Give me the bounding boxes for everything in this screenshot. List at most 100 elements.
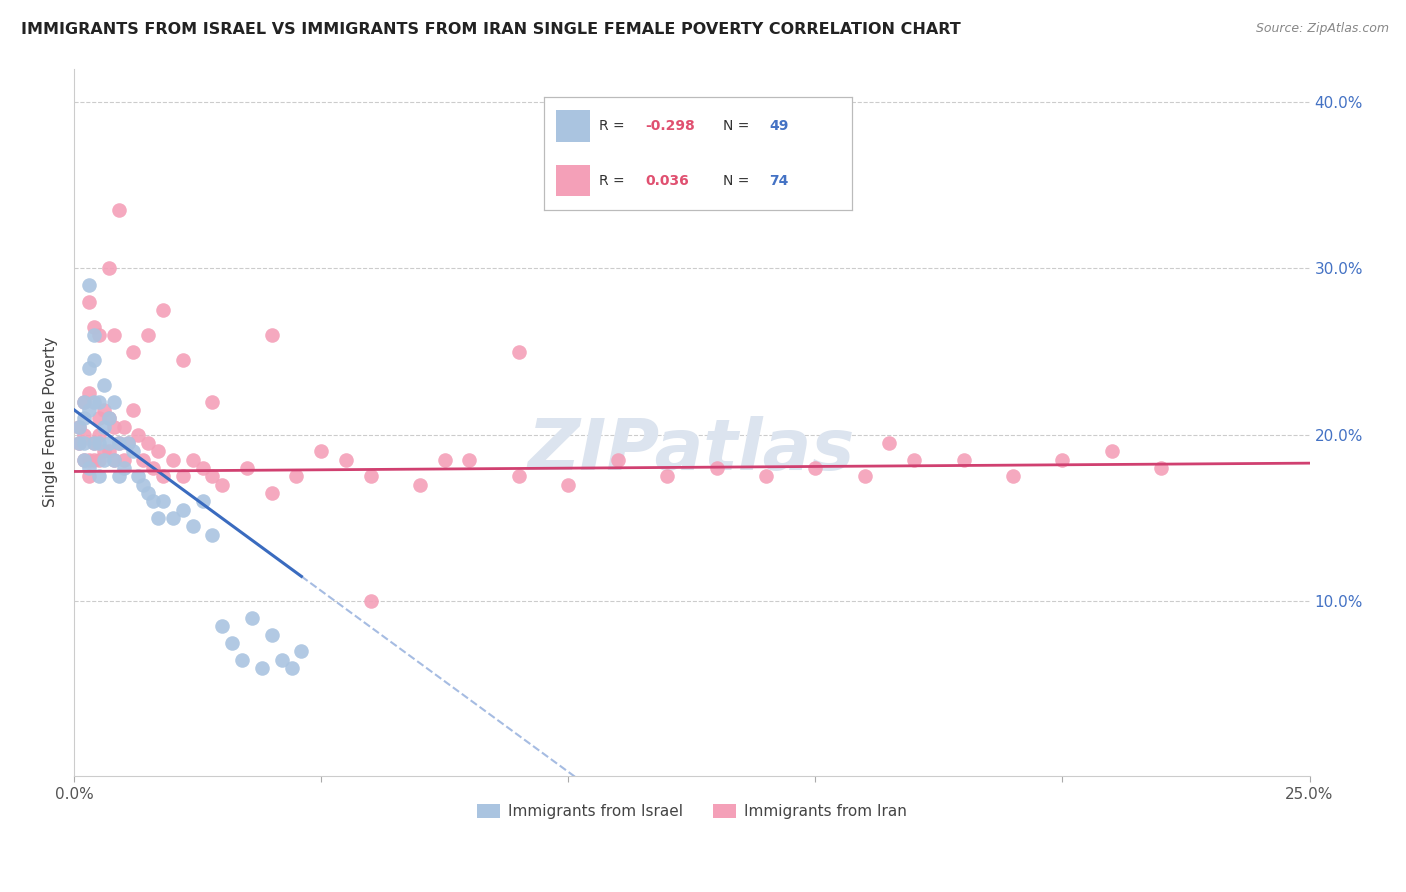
Point (142, 461, 165, 475)
Point (127, 427, 149, 442)
Point (270, 652, 292, 666)
Point (409, 477, 432, 491)
Point (87, 469, 110, 483)
Text: IMMIGRANTS FROM ISRAEL VS IMMIGRANTS FROM IRAN SINGLE FEMALE POVERTY CORRELATION: IMMIGRANTS FROM ISRAEL VS IMMIGRANTS FRO… (21, 22, 960, 37)
Point (260, 627, 283, 641)
Legend: Immigrants from Israel, Immigrants from Iran: Immigrants from Israel, Immigrants from … (471, 797, 912, 825)
Point (557, 477, 579, 491)
Point (112, 461, 135, 475)
Point (67, 436, 90, 450)
Point (360, 469, 382, 483)
Point (136, 327, 159, 342)
Point (77, 402, 100, 417)
Point (83, 394, 105, 409)
Point (162, 511, 184, 525)
Point (201, 394, 224, 409)
Point (77, 277, 100, 292)
Point (93, 419, 115, 434)
Point (290, 644, 312, 658)
Point (112, 452, 135, 467)
Point (1150, 461, 1173, 475)
Point (1001, 469, 1024, 483)
Point (87, 436, 110, 450)
Point (1052, 452, 1074, 467)
Point (77, 386, 100, 401)
Point (87, 394, 110, 409)
Point (201, 527, 224, 541)
Point (191, 494, 214, 508)
Point (83, 327, 105, 342)
Point (103, 394, 125, 409)
Point (132, 477, 155, 491)
Point (146, 444, 169, 458)
Point (97, 436, 120, 450)
Point (73, 394, 96, 409)
Point (804, 461, 827, 475)
Point (97, 261, 120, 276)
Point (117, 436, 139, 450)
Point (309, 444, 332, 458)
Point (221, 636, 243, 650)
Point (93, 444, 115, 458)
Point (458, 452, 481, 467)
Point (73, 452, 96, 467)
Point (103, 452, 125, 467)
Point (136, 436, 159, 450)
Point (132, 452, 155, 467)
Point (107, 202, 129, 217)
Point (201, 469, 224, 483)
Point (146, 511, 169, 525)
Point (83, 436, 105, 450)
Text: ZIPatlas: ZIPatlas (529, 417, 855, 485)
Point (83, 436, 105, 450)
Point (162, 452, 184, 467)
Point (360, 594, 382, 608)
Point (280, 661, 302, 675)
Point (73, 427, 96, 442)
Point (103, 419, 125, 434)
Point (112, 419, 135, 434)
Point (122, 344, 145, 359)
Point (73, 411, 96, 425)
Point (1101, 444, 1123, 458)
Point (211, 619, 233, 633)
Point (97, 444, 120, 458)
Point (211, 477, 233, 491)
Point (77, 361, 100, 376)
Point (250, 661, 273, 675)
Point (181, 519, 204, 533)
Point (142, 494, 165, 508)
Point (191, 461, 214, 475)
Point (73, 452, 96, 467)
Text: Source: ZipAtlas.com: Source: ZipAtlas.com (1256, 22, 1389, 36)
Point (260, 327, 283, 342)
Point (107, 436, 129, 450)
Point (103, 452, 125, 467)
Point (73, 394, 96, 409)
Point (172, 502, 194, 516)
Point (335, 452, 357, 467)
Point (77, 294, 100, 309)
Point (83, 319, 105, 334)
Point (952, 452, 974, 467)
Point (73, 436, 96, 450)
Y-axis label: Single Female Poverty: Single Female Poverty (44, 337, 58, 508)
Point (83, 352, 105, 367)
Point (107, 469, 129, 483)
Point (152, 494, 174, 508)
Point (152, 302, 174, 317)
Point (231, 652, 253, 666)
Point (879, 436, 901, 450)
Point (93, 377, 115, 392)
Point (77, 469, 100, 483)
Point (172, 469, 194, 483)
Point (97, 411, 120, 425)
Point (87, 411, 110, 425)
Point (903, 452, 925, 467)
Point (67, 419, 90, 434)
Point (93, 402, 115, 417)
Point (103, 327, 125, 342)
Point (117, 436, 139, 450)
Point (87, 327, 110, 342)
Point (136, 486, 159, 500)
